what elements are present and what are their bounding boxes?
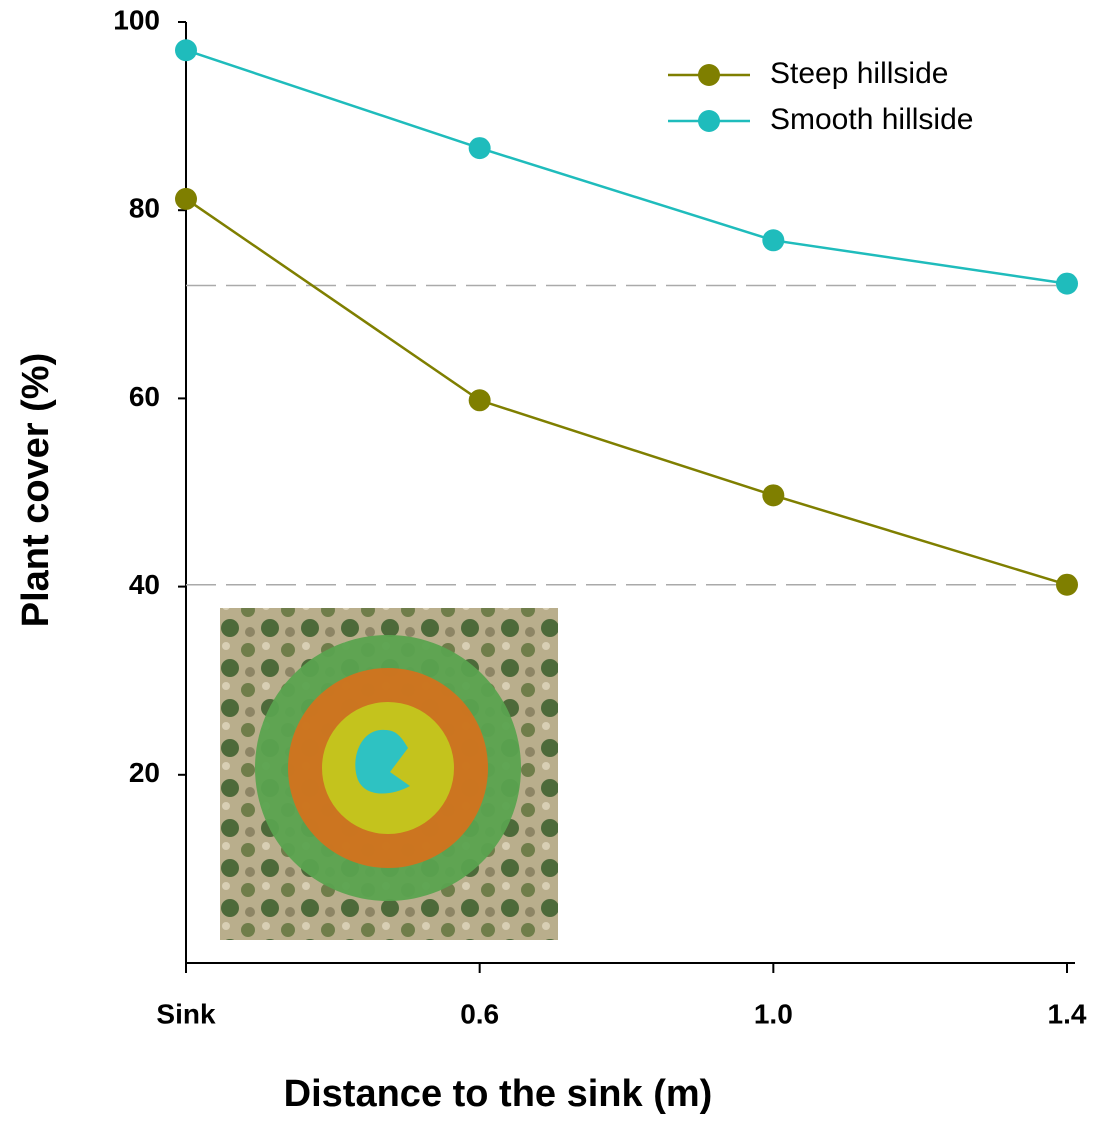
y-axis-title: Plant cover (%) [15,353,57,628]
marker [468,389,491,412]
legend-marker [698,64,720,86]
marker [1056,272,1078,295]
marker [175,187,197,210]
legend-label: Steep hillside [770,57,948,90]
marker [762,229,785,252]
x-tick-label: 1.0 [754,998,793,1029]
series-line [185,49,1068,285]
y-tick-label: 20 [129,757,160,788]
marker [468,137,491,160]
y-tick-label: 100 [113,4,160,35]
y-tick-label: 60 [129,381,160,412]
x-tick-label: 1.4 [1048,998,1087,1029]
x-tick-label: Sink [156,998,216,1029]
legend-marker [698,110,720,132]
marker [1056,573,1078,596]
marker [175,39,197,62]
y-tick-label: 40 [129,569,160,600]
marker [762,484,785,507]
y-tick-label: 80 [129,193,160,224]
x-axis-title: Distance to the sink (m) [284,1073,713,1115]
series-line [185,197,1068,586]
x-tick-label: 0.6 [460,998,499,1029]
inset-image [220,608,558,940]
legend-label: Smooth hillside [770,103,973,136]
